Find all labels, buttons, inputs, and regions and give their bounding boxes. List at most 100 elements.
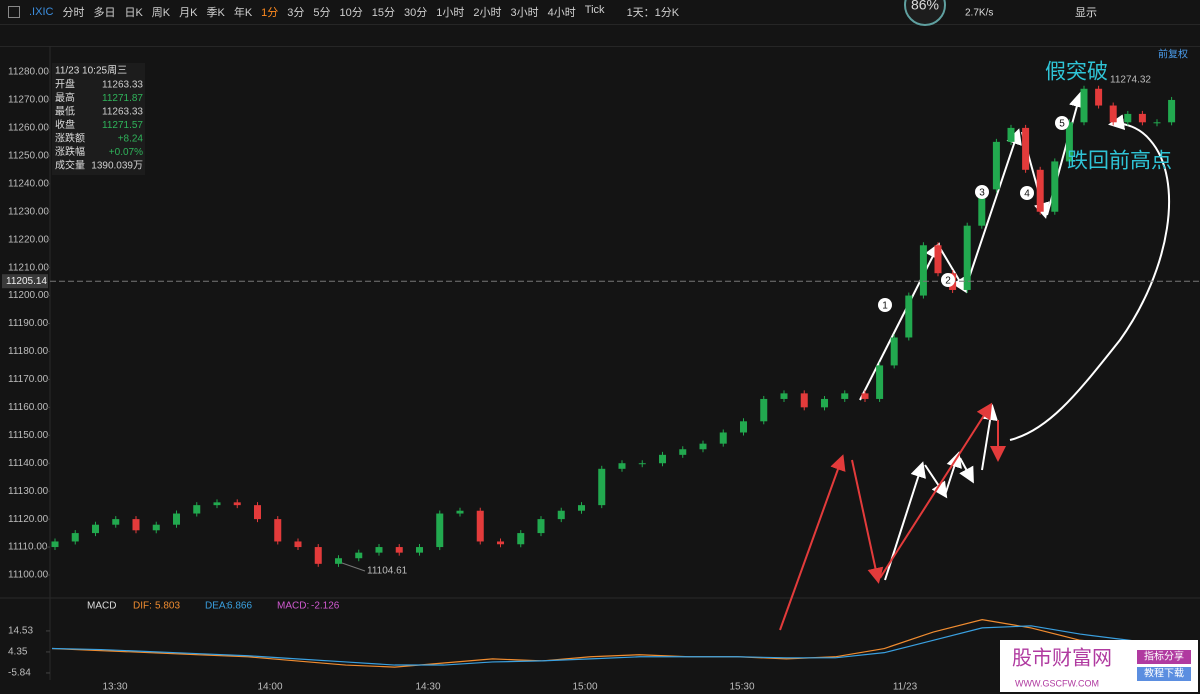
- y-tick-label: 11240.00: [8, 178, 49, 189]
- candle-body: [934, 245, 942, 274]
- candle-body: [1080, 88, 1088, 123]
- candle-body: [841, 393, 849, 399]
- y-tick-label: 11280.00: [8, 67, 49, 78]
- candle-body: [51, 541, 59, 548]
- y-tick-label: 11130.00: [8, 486, 49, 497]
- candle-body: [193, 505, 201, 514]
- y-tick-label: 11180.00: [8, 346, 49, 357]
- candle-body: [355, 552, 363, 559]
- candle-body: [1065, 122, 1073, 162]
- current-price-box: [2, 274, 48, 289]
- candle-body: [618, 463, 626, 469]
- period-tab[interactable]: 3小时: [510, 7, 539, 19]
- period-tab[interactable]: 1小时: [436, 7, 465, 19]
- wave-label: 3: [979, 188, 985, 199]
- info-label: 最低: [55, 105, 75, 118]
- x-tick-label: 11/23: [893, 682, 918, 693]
- symbol[interactable]: .IXIC: [29, 6, 54, 18]
- y-tick-label: 11260.00: [8, 123, 49, 134]
- candle-body: [294, 541, 302, 548]
- candle-body: [112, 519, 120, 525]
- wave-marker: [1020, 186, 1034, 200]
- y-tick-label: 11170.00: [8, 374, 49, 385]
- wave-label: 1: [882, 301, 888, 312]
- candle-body: [800, 393, 808, 408]
- drawing-toolbar: [0, 24, 1200, 47]
- candle-body: [1095, 88, 1103, 106]
- candle-body: [1109, 105, 1117, 123]
- candle-body: [905, 295, 913, 338]
- candle-body: [1036, 169, 1044, 212]
- candle-body: [963, 225, 971, 290]
- period-tab[interactable]: Tick: [584, 4, 605, 16]
- info-value: 1390.039万: [91, 161, 143, 172]
- watermark-tag2: 教程下载: [1144, 667, 1184, 680]
- candle-body: [740, 421, 747, 433]
- period-tab[interactable]: 分时: [62, 7, 85, 19]
- period-tab[interactable]: 月K: [179, 7, 198, 19]
- watermark-box: [1000, 640, 1198, 692]
- candle-body: [233, 502, 241, 506]
- candle-body: [375, 547, 383, 553]
- candle-body: [1124, 113, 1132, 123]
- x-tick-label: 15:30: [729, 682, 754, 693]
- watermark-tag: [1137, 667, 1191, 681]
- candle-body: [638, 463, 646, 465]
- speed: 2.7K/s: [965, 8, 993, 19]
- y-tick-label: 11100.00: [8, 570, 49, 581]
- macd-tick-label: -5.84: [8, 668, 31, 679]
- macd-legend-label: DEA:: [205, 601, 228, 612]
- period-tab[interactable]: 10分: [339, 7, 363, 19]
- period-tab[interactable]: 15分: [371, 7, 396, 19]
- candle-body: [679, 449, 687, 455]
- candle-body: [395, 547, 403, 553]
- period-tab[interactable]: 日K: [124, 7, 143, 19]
- candle-body: [598, 468, 606, 506]
- period-toolbar: .IXIC 分时 多日 日K 周K 月K 季K 年K 1分 3分 5分 10分 15分 30分 1小时 2小…: [0, 0, 1200, 25]
- wave-marker: [975, 185, 989, 199]
- period-tab[interactable]: 季K: [206, 7, 225, 19]
- info-value: 11263.33: [102, 107, 143, 118]
- info-label: 收盘: [55, 118, 75, 131]
- current-price: 11205.14: [6, 276, 47, 287]
- candle-body: [1153, 122, 1161, 124]
- macd-legend-value: 6.866: [227, 601, 252, 612]
- y-tick-label: 11200.00: [8, 290, 49, 301]
- wave-marker: [941, 273, 955, 287]
- candle-body: [173, 513, 180, 525]
- candle-body: [1138, 113, 1146, 123]
- info-value: +0.07%: [109, 147, 143, 158]
- x-tick-label: 14:30: [415, 682, 440, 693]
- candle-body: [416, 547, 423, 553]
- candle-body: [152, 524, 160, 531]
- annotation: 假突破: [1045, 61, 1108, 84]
- y-tick-label: 11190.00: [8, 318, 49, 329]
- period-tab[interactable]: 3分: [287, 7, 305, 19]
- display-menu[interactable]: 显示: [1075, 6, 1097, 19]
- period-tab[interactable]: 多日: [93, 7, 116, 19]
- adjust[interactable]: 前复权: [1158, 48, 1188, 61]
- y-tick-label: 11250.00: [8, 150, 49, 161]
- period-tab[interactable]: 4小时: [547, 7, 576, 19]
- info-value: +8.24: [118, 134, 144, 145]
- period-tab[interactable]: 2小时: [473, 7, 502, 19]
- y-tick-label: 11160.00: [8, 402, 49, 413]
- period-tab[interactable]: 年K: [233, 7, 253, 19]
- candle-body: [1168, 99, 1176, 123]
- info-label: 涨跌额: [55, 132, 85, 145]
- candle-body: [517, 533, 525, 545]
- period-tab[interactable]: 1分: [261, 7, 279, 19]
- candle-body: [456, 510, 464, 514]
- period-tab[interactable]: 周K: [151, 7, 171, 19]
- macd-line: [51, 625, 1179, 666]
- low-pointer: [341, 562, 366, 572]
- high-label: 11274.32: [1110, 75, 1151, 86]
- period-select[interactable]: 1天：1分K: [626, 7, 680, 19]
- candle-body: [71, 533, 79, 542]
- period-tab[interactable]: 5分: [313, 7, 331, 19]
- info-panel: [52, 63, 145, 175]
- period-tab[interactable]: 30分: [404, 7, 428, 19]
- info-value: 11271.87: [102, 93, 143, 104]
- y-tick-label: 11220.00: [8, 234, 49, 245]
